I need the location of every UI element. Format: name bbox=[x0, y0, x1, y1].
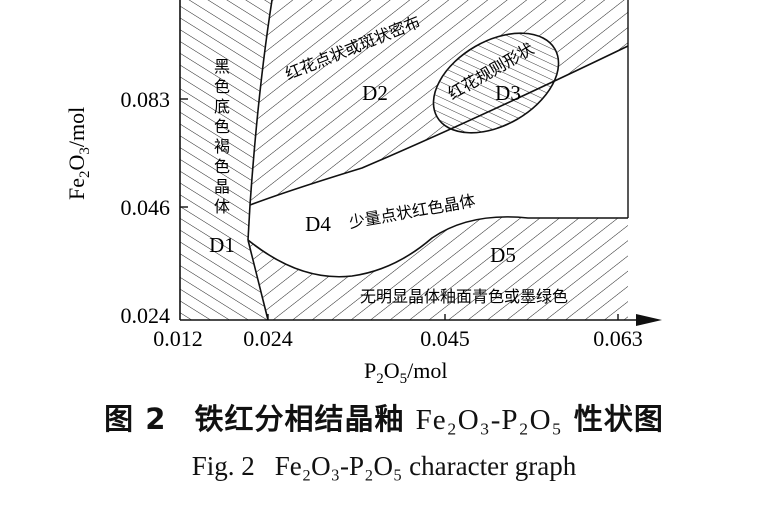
region-d3-label: D3 bbox=[495, 81, 521, 105]
region-d4-label: D4 bbox=[305, 212, 331, 236]
boundary-d4-d5 bbox=[247, 216, 628, 278]
caption-formula: Fe₂O₃-P₂O₅ bbox=[415, 404, 563, 436]
svg-text:体: 体 bbox=[214, 197, 230, 216]
x-tick-label: 0.063 bbox=[593, 326, 643, 351]
x-tick-label: 0.024 bbox=[243, 326, 293, 351]
svg-text:色: 色 bbox=[214, 77, 230, 96]
y-tick-label: 0.046 bbox=[121, 195, 171, 220]
y-tick-label: 0.083 bbox=[121, 87, 171, 112]
region-d1-description: 黑 色 底 色 褐 色 晶 体 bbox=[214, 57, 230, 216]
figure-caption-english: Fig. 2 Fe₂O₃-P₂O₅ character graph bbox=[0, 451, 768, 482]
boundary-d2-d4 bbox=[249, 45, 629, 206]
svg-text:底: 底 bbox=[214, 97, 230, 116]
y-axis-title: Fe2O3/mol bbox=[64, 107, 93, 200]
phase-diagram: 0.083 0.046 0.024 0.012 0.024 0.045 0.06… bbox=[64, 0, 662, 387]
x-axis-title: P2O5/mol bbox=[364, 358, 447, 387]
region-d5-description: 无明显晶体釉面青色或墨绿色 bbox=[360, 287, 568, 306]
region-d3-area bbox=[432, 32, 560, 134]
svg-text:黑: 黑 bbox=[214, 57, 230, 76]
region-d1-area bbox=[180, 0, 272, 320]
boundary-d1-d2 bbox=[249, 0, 273, 206]
svg-text:褐: 褐 bbox=[214, 137, 230, 156]
caption-title-en: character graph bbox=[409, 451, 577, 481]
figure-caption-chinese: 图 2 铁红分相结晶釉 Fe₂O₃-P₂O₅ 性状图 bbox=[0, 396, 768, 438]
region-d2-label: D2 bbox=[362, 81, 388, 105]
x-tick-label: 0.045 bbox=[420, 326, 470, 351]
y-tick-label: 0.024 bbox=[121, 303, 171, 328]
caption-title: 铁红分相结晶釉 bbox=[194, 402, 405, 436]
region-d5-area bbox=[248, 216, 628, 320]
region-d1-label: D1 bbox=[209, 233, 235, 257]
caption-suffix: 性状图 bbox=[573, 402, 664, 436]
x-tick-label: 0.012 bbox=[153, 326, 203, 351]
svg-text:色: 色 bbox=[214, 157, 230, 176]
caption-formula-en: Fe₂O₃-P₂O₅ bbox=[274, 451, 403, 481]
svg-text:晶: 晶 bbox=[214, 177, 230, 196]
region-d5-label: D5 bbox=[490, 243, 516, 267]
caption-figure-number-en: Fig. 2 bbox=[191, 451, 255, 481]
boundary-d1-d5 bbox=[247, 239, 269, 321]
caption-figure-number: 图 2 bbox=[104, 402, 167, 436]
x-axis-arrow bbox=[636, 314, 662, 326]
boundary-d1-d4 bbox=[247, 204, 251, 241]
svg-text:色: 色 bbox=[214, 117, 230, 136]
